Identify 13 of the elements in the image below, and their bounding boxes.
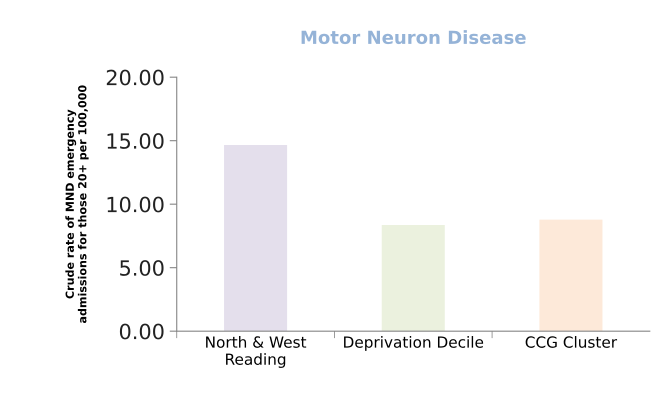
bar [539, 220, 602, 332]
chart-title: Motor Neuron Disease [302, 30, 526, 44]
bar [224, 145, 288, 332]
x-tick-label: North & West Reading [206, 336, 306, 368]
y-tick-label: 15.00 [108, 133, 164, 149]
bar [382, 225, 445, 332]
x-tick-label: Deprivation Decile [344, 336, 484, 351]
y-tick-label: 5.00 [120, 260, 164, 276]
y-tick-label: 0.00 [120, 324, 164, 340]
x-tick-label: CCG Cluster [526, 336, 618, 348]
y-tick-label: 20.00 [106, 70, 164, 86]
y-axis-title: Crude rate of MND emergency admissions for those 20+ per 100,000 [65, 85, 89, 324]
y-tick-label: 10.00 [108, 196, 164, 212]
